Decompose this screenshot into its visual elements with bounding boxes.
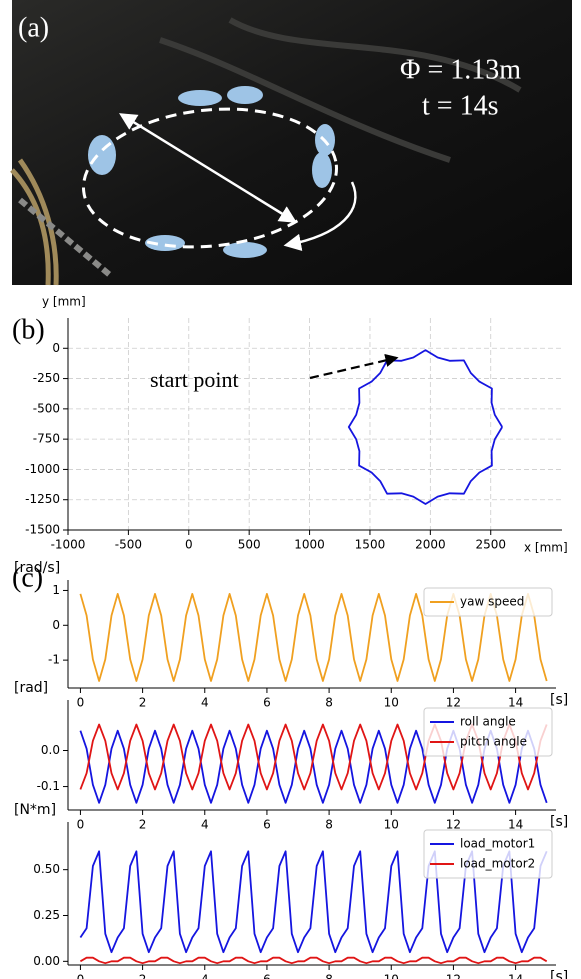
x-tick-label: 2 xyxy=(139,696,147,710)
legend-label: load_motor1 xyxy=(460,837,535,851)
x-tick-label: 12 xyxy=(446,818,461,832)
x-tick-label: 0 xyxy=(77,696,85,710)
x-tick-label: -1000 xyxy=(51,538,86,552)
x-tick-label: -500 xyxy=(115,538,142,552)
y-tick-label: 0.25 xyxy=(33,908,60,922)
x-tick-label: 4 xyxy=(201,973,209,979)
x-tick-label: 1500 xyxy=(355,538,386,552)
data-line xyxy=(79,593,548,682)
annotation-arrow xyxy=(309,353,399,380)
x-tick-label: 2000 xyxy=(415,538,446,552)
annotation: start point xyxy=(150,367,239,392)
x-tick-label: 8 xyxy=(325,818,333,832)
y-axis-label: [rad/s] xyxy=(14,560,60,576)
y-tick-label: 0.0 xyxy=(41,743,60,757)
y-tick-label: 0.50 xyxy=(33,862,60,876)
y-axis-label: [N*m] xyxy=(14,802,56,818)
x-tick-label: 2 xyxy=(139,818,147,832)
legend-label: pitch angle xyxy=(460,735,527,749)
x-tick-label: 4 xyxy=(201,696,209,710)
legend-box xyxy=(423,829,553,879)
y-tick-label: 0 xyxy=(52,341,60,355)
diameter-arrow xyxy=(119,113,297,223)
data-line xyxy=(79,729,548,804)
photo: (a) Φ = 1.13m t = 14s xyxy=(10,0,572,286)
y-tick-label: 0 xyxy=(52,618,60,632)
chart-panel: 0.00 0.25 0.50 0 2 4 6 8 10 12 14 [N*m] [s] load_moto… xyxy=(14,802,568,979)
x-tick-label: 0 xyxy=(77,818,85,832)
y-tick-label: 0.00 xyxy=(33,954,60,968)
y-tick-label: -250 xyxy=(33,371,60,385)
x-tick-label: 2 xyxy=(139,973,147,979)
x-tick-label: 2500 xyxy=(475,538,506,552)
reflection xyxy=(159,17,522,163)
y-tick-label: -500 xyxy=(33,401,60,415)
chain xyxy=(18,197,112,278)
y-axis-label: y [mm] xyxy=(42,295,86,309)
x-tick-label: 12 xyxy=(446,696,461,710)
y-tick-label: -1000 xyxy=(25,462,60,476)
data-line xyxy=(79,956,548,965)
y-tick-label: -1 xyxy=(48,653,60,667)
legend-box xyxy=(423,707,553,757)
y-tick-label: -1500 xyxy=(25,523,60,537)
time-label: t = 14s xyxy=(422,90,498,121)
x-axis-label: [s] xyxy=(550,692,568,708)
x-axis-label: [s] xyxy=(550,814,568,830)
x-tick-label: 6 xyxy=(263,696,271,710)
y-tick-label: -1250 xyxy=(25,492,60,506)
legend-label: roll angle xyxy=(460,715,516,729)
x-tick-label: 8 xyxy=(325,696,333,710)
panel-label: (a) xyxy=(18,12,49,43)
x-tick-label: 14 xyxy=(508,973,523,979)
chart-panel: -1500 -1250 -1000 -750 -500 -250 0 -1000 -500 0 50… xyxy=(12,295,568,555)
x-tick-label: 1000 xyxy=(294,538,325,552)
x-axis-label: [s] xyxy=(550,969,568,979)
x-tick-label: 8 xyxy=(325,973,333,979)
x-tick-label: 10 xyxy=(384,696,399,710)
chart-panel: -0.1 0.0 0 2 4 6 8 10 12 14 [rad] [s] roll angle pitc… xyxy=(14,680,568,832)
diameter-label: Φ = 1.13m xyxy=(400,54,521,85)
y-tick-label: 1 xyxy=(52,583,60,597)
y-tick-label: -750 xyxy=(33,432,60,446)
panel-label: (b) xyxy=(12,314,45,345)
x-tick-label: 0 xyxy=(185,538,193,552)
data-line xyxy=(347,349,503,505)
panel-label: (c) xyxy=(12,562,43,593)
y-axis-label: [rad] xyxy=(14,680,48,696)
x-tick-label: 10 xyxy=(384,818,399,832)
x-tick-label: 12 xyxy=(446,973,461,979)
x-tick-label: 6 xyxy=(263,973,271,979)
x-tick-label: 10 xyxy=(384,973,399,979)
x-tick-label: 14 xyxy=(508,696,523,710)
direction-arrow xyxy=(283,181,357,251)
x-axis-label: x [mm] xyxy=(524,541,568,555)
legend-label: yaw speed xyxy=(460,595,524,609)
x-tick-label: 4 xyxy=(201,818,209,832)
circle-outline xyxy=(81,107,339,249)
x-tick-label: 6 xyxy=(263,818,271,832)
legend-label: load_motor2 xyxy=(460,857,535,871)
x-tick-label: 0 xyxy=(77,973,85,979)
y-tick-label: -0.1 xyxy=(37,779,60,793)
x-tick-label: 14 xyxy=(508,818,523,832)
x-tick-label: 500 xyxy=(238,538,261,552)
legend-box xyxy=(423,587,553,617)
rope xyxy=(10,158,59,286)
